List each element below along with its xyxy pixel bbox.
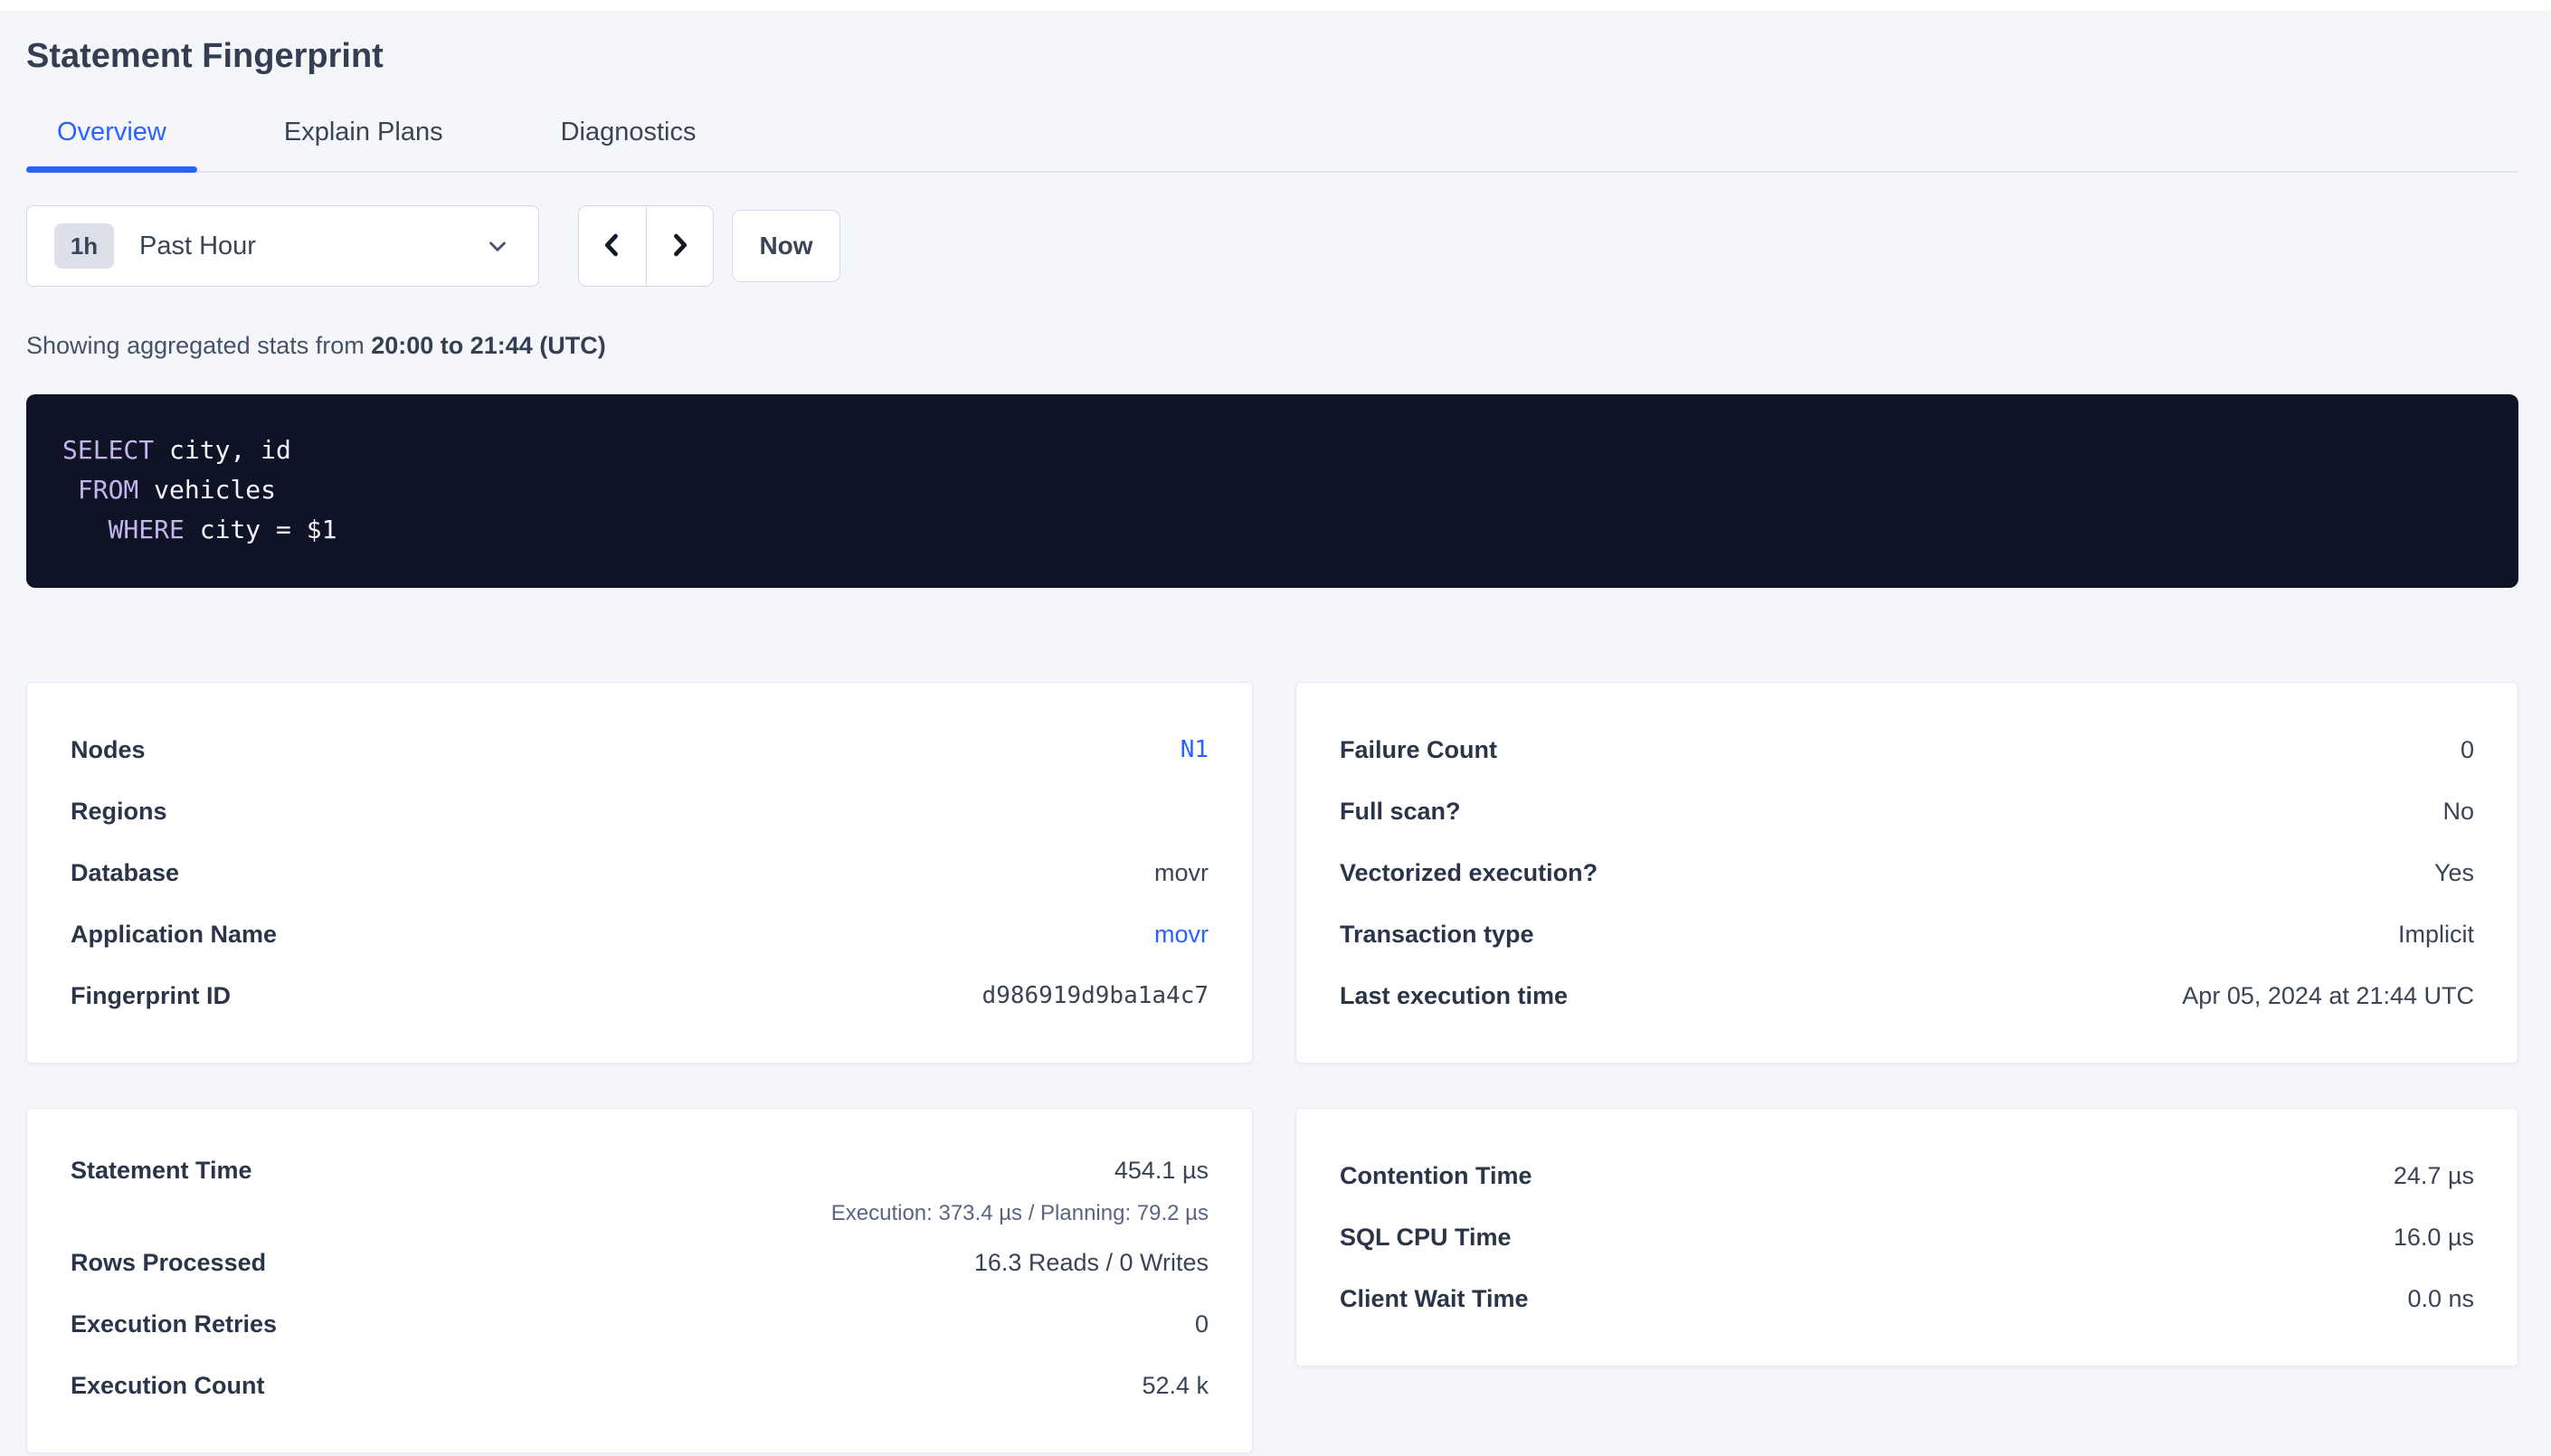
sql-line: FROM vehicles (77, 475, 277, 505)
stat-label: Client Wait Time (1340, 1284, 1529, 1312)
chevron-down-icon (484, 232, 511, 260)
stat-row: Transaction type Implicit (1340, 903, 2474, 965)
stat-value: No (2442, 797, 2474, 825)
stat-row: Statement Time 454.1 µs (71, 1145, 1209, 1196)
stat-value: 24.7 µs (2393, 1161, 2474, 1189)
stat-row: Nodes N1 (71, 719, 1209, 780)
stat-value-link[interactable]: movr (1154, 920, 1209, 948)
aggregated-stats-summary: Showing aggregated stats from 20:00 to 2… (26, 332, 2518, 360)
now-button[interactable]: Now (732, 210, 840, 282)
chevron-right-icon (664, 230, 695, 263)
stat-value: Apr 05, 2024 at 21:44 UTC (2182, 981, 2474, 1009)
card-execution-attributes: Failure Count 0 Full scan? No Vectorized exe… (1295, 682, 2518, 1064)
stat-row: Execution Retries 0 (71, 1293, 1209, 1355)
card-statement-details: Nodes N1 Regions Database movr Application Na… (26, 682, 1253, 1064)
stat-value: 16.3 Reads / 0 Writes (973, 1248, 1209, 1276)
stats-cards-grid: Nodes N1 Regions Database movr Application Na… (26, 682, 2518, 1453)
page-title: Statement Fingerprint (26, 37, 384, 75)
stat-label: Database (71, 858, 180, 886)
stat-value: 0 (2460, 735, 2474, 763)
stat-value: Yes (2433, 858, 2474, 886)
stat-label: Statement Time (71, 1156, 252, 1184)
stat-row: Last execution time Apr 05, 2024 at 21:44… (1340, 965, 2474, 1026)
card-wait-times: Contention Time 24.7 µs SQL CPU Time 16.0 µ… (1295, 1108, 2518, 1366)
prev-time-button[interactable] (579, 206, 646, 286)
stat-label: Last execution time (1340, 981, 1569, 1009)
stat-value: Implicit (2397, 920, 2474, 948)
time-step-buttons (578, 205, 714, 287)
time-range-dropdown[interactable]: 1h Past Hour (26, 205, 539, 287)
stat-label: Nodes (71, 735, 146, 763)
tab-explain-plans[interactable]: Explain Plans (253, 118, 474, 171)
chevron-left-icon (597, 230, 628, 263)
stat-value: 52.4 k (1142, 1371, 1209, 1399)
stat-row: Client Wait Time 0.0 ns (1340, 1268, 2474, 1329)
stat-label: Full scan? (1340, 797, 1461, 825)
time-controls: 1h Past Hour Now (26, 205, 2518, 287)
stat-label: Failure Count (1340, 735, 1497, 763)
stat-label: Execution Retries (71, 1309, 278, 1338)
stat-label: Transaction type (1340, 920, 1534, 948)
stat-value: 0.0 ns (2407, 1284, 2474, 1312)
stat-value: movr (1154, 858, 1209, 886)
stat-label: Fingerprint ID (71, 981, 231, 1009)
stat-row: Database movr (71, 842, 1209, 903)
stat-value: 454.1 µs (1114, 1156, 1209, 1184)
stat-label: Vectorized execution? (1340, 858, 1598, 886)
stat-subvalue: Execution: 373.4 µs / Planning: 79.2 µs (830, 1201, 1209, 1225)
stat-row: Contention Time 24.7 µs (1340, 1145, 2474, 1206)
stat-row: Regions (71, 780, 1209, 842)
stat-value: d986919d9ba1a4c7 (982, 982, 1209, 1009)
time-range-label: Past Hour (139, 231, 256, 260)
stat-row: Full scan? No (1340, 780, 2474, 842)
stat-label: Application Name (71, 920, 278, 948)
stat-row: Failure Count 0 (1340, 719, 2474, 780)
stat-label: Execution Count (71, 1371, 265, 1399)
stat-label: SQL CPU Time (1340, 1223, 1512, 1251)
statement-fingerprint-page: Statement Fingerprint Overview Explain Pl… (0, 34, 2551, 1453)
stat-row: Fingerprint ID d986919d9ba1a4c7 (71, 965, 1209, 1026)
stat-value-link[interactable]: N1 (1180, 736, 1209, 763)
tab-diagnostics[interactable]: Diagnostics (530, 118, 727, 171)
stat-row: Rows Processed 16.3 Reads / 0 Writes (71, 1232, 1209, 1293)
tab-overview[interactable]: Overview (26, 118, 197, 173)
stat-label: Contention Time (1340, 1161, 1532, 1189)
stat-label: Rows Processed (71, 1248, 267, 1276)
stat-row: Application Name movr (71, 903, 1209, 965)
sql-line: SELECT city, id (62, 435, 291, 465)
stat-value: 16.0 µs (2393, 1223, 2474, 1251)
sql-keyword: WHERE (108, 515, 185, 544)
next-time-button[interactable] (645, 206, 713, 286)
stat-row: Execution Count 52.4 k (71, 1355, 1209, 1416)
stat-row: Vectorized execution? Yes (1340, 842, 2474, 903)
card-statement-times: Statement Time 454.1 µs Execution: 373.4 µ… (26, 1108, 1253, 1453)
stat-label: Regions (71, 797, 167, 825)
stat-row: SQL CPU Time 16.0 µs (1340, 1206, 2474, 1268)
aggregated-stats-prefix: Showing aggregated stats from (26, 332, 372, 359)
sql-line: WHERE city = $1 (108, 515, 337, 544)
time-range-badge: 1h (54, 223, 114, 269)
stat-value: 0 (1194, 1309, 1209, 1338)
top-strip (0, 0, 2551, 11)
aggregated-stats-range: 20:00 to 21:44 (UTC) (371, 332, 606, 359)
sql-keyword: FROM (77, 475, 139, 505)
tab-bar: Overview Explain Plans Diagnostics (26, 118, 2518, 173)
sql-keyword: SELECT (62, 435, 155, 465)
sql-statement-box: SELECT city, id FROM vehicles WHERE city… (26, 394, 2518, 588)
